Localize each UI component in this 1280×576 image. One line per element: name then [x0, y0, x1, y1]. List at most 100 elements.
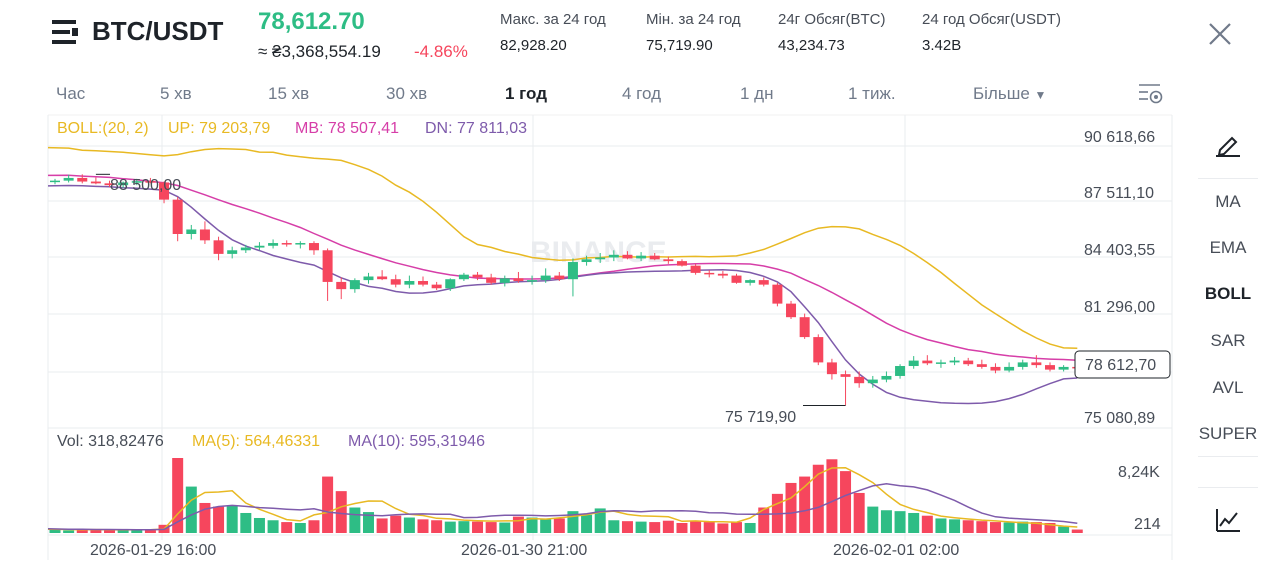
- candle-body: [908, 360, 919, 367]
- candle-body: [704, 272, 715, 275]
- volume-bar: [608, 520, 620, 533]
- candle-body: [77, 177, 88, 182]
- series-line-ma5: [47, 466, 1078, 531]
- candle-body: [240, 247, 251, 251]
- stat-volume-usdt-value: 3.42B: [922, 37, 962, 54]
- volume-bar: [567, 511, 579, 533]
- candle-body: [458, 274, 469, 280]
- last-price-marker: [1074, 350, 1171, 379]
- indicator-boll[interactable]: BOLL: [1204, 284, 1252, 303]
- tab-time[interactable]: Час: [56, 84, 86, 103]
- indicator-sar[interactable]: SAR: [1210, 331, 1246, 350]
- candle-body: [186, 229, 197, 234]
- close-icon[interactable]: [1206, 20, 1234, 48]
- boll-legend-dn: DN: 77 811,03: [425, 120, 527, 137]
- volume-bar: [894, 511, 906, 533]
- price-chart[interactable]: BINANCE BOLL:(20, 2) UP: 79 203,79 MB: 7…: [0, 0, 1180, 576]
- volume-bar: [499, 522, 511, 533]
- volume-bar: [581, 514, 593, 533]
- indicator-super[interactable]: SUPER: [1198, 424, 1258, 443]
- volume-bar: [526, 517, 538, 533]
- time-axis-tick: 2026-01-29 16:00: [90, 542, 216, 559]
- candle-body: [540, 275, 551, 281]
- stat-high-label: Макс. за 24 год: [500, 11, 606, 28]
- candle-body: [949, 360, 960, 363]
- volume-bar: [444, 521, 456, 533]
- candle-body: [622, 254, 633, 259]
- volume-legend-ma10: MA(10): 595,31946: [348, 433, 485, 450]
- candle-body: [745, 280, 756, 283]
- low-annotation-label: 75 719,90: [725, 409, 796, 426]
- tab-4h[interactable]: 4 год: [622, 84, 662, 103]
- candle-body: [867, 379, 878, 384]
- candle-body: [690, 265, 701, 273]
- indicator-ema[interactable]: EMA: [1209, 238, 1247, 257]
- volume-bar: [799, 476, 811, 533]
- volume-bar: [1003, 522, 1015, 533]
- volume-bar: [1058, 526, 1070, 533]
- candle-body: [922, 360, 933, 364]
- candle-body: [1058, 366, 1069, 370]
- candle-body: [63, 177, 74, 181]
- candle-body: [199, 229, 210, 241]
- tab-15m[interactable]: 15 хв: [268, 84, 310, 103]
- candle-body: [363, 276, 374, 281]
- candle-body: [554, 275, 565, 280]
- volume-bar: [717, 523, 729, 533]
- menu-logo-icon[interactable]: [52, 18, 80, 46]
- indicator-avl[interactable]: AVL: [1212, 378, 1244, 397]
- time-axis-tick: 2026-01-30 21:00: [461, 542, 587, 559]
- candle-body: [227, 250, 238, 254]
- stat-low-label: Мін. за 24 год: [646, 11, 741, 28]
- stat-volume-btc-value: 43,234.73: [778, 37, 845, 54]
- trading-pair-title[interactable]: BTC/USDT: [92, 16, 224, 46]
- candle-body: [322, 250, 333, 282]
- price-axis-tick: 87 511,10: [1084, 185, 1154, 202]
- boll-legend-name: BOLL:(20, 2): [57, 120, 149, 137]
- candle-body: [336, 281, 347, 290]
- volume-bar: [949, 519, 961, 533]
- tab-30m[interactable]: 30 хв: [386, 84, 428, 103]
- tab-1d[interactable]: 1 дн: [740, 84, 774, 103]
- indicator-chart-icon[interactable]: [1214, 506, 1242, 534]
- tab-1w[interactable]: 1 тиж.: [848, 84, 896, 103]
- price-axis-tick: 75 080,89: [1084, 410, 1155, 427]
- candle-body: [567, 262, 578, 280]
- draw-pencil-icon[interactable]: [1214, 130, 1242, 158]
- volume-bar: [649, 522, 661, 533]
- volume-bar: [1030, 522, 1042, 533]
- candle-body: [1004, 366, 1015, 371]
- sidebar-divider: [1198, 456, 1258, 457]
- volume-bar: [921, 515, 933, 533]
- stat-high-value: 82,928.20: [500, 37, 567, 54]
- candle-body: [595, 257, 606, 260]
- boll-lines: [47, 146, 1078, 405]
- candle-body: [676, 261, 687, 266]
- volume-legend-vol: Vol: 318,82476: [57, 433, 164, 450]
- volume-bar: [376, 518, 388, 533]
- tab-1h[interactable]: 1 год: [505, 84, 547, 103]
- indicator-ma[interactable]: MA: [1215, 192, 1241, 211]
- boll-legend-up: UP: 79 203,79: [168, 120, 270, 137]
- candle-body: [1044, 365, 1055, 370]
- tab-5m[interactable]: 5 хв: [160, 84, 192, 103]
- volume-bar: [853, 492, 865, 533]
- volume-bar: [185, 486, 197, 533]
- volume-bar: [758, 507, 770, 533]
- time-axis-tick: 2026-02-01 02:00: [833, 542, 959, 559]
- candle-body: [731, 275, 742, 283]
- volume-bar: [322, 476, 334, 533]
- candle-body: [663, 259, 674, 262]
- tab-more[interactable]: Більше ▼: [973, 84, 1046, 104]
- candle-body: [172, 199, 183, 234]
- watermark-logo: BINANCE: [530, 236, 667, 269]
- volume-bar: [403, 517, 415, 533]
- price-axis-tick: 81 296,00: [1084, 299, 1155, 316]
- candle-body: [527, 280, 538, 282]
- volume-bar: [76, 529, 88, 533]
- candle-body: [636, 255, 647, 259]
- volume-bar: [935, 518, 947, 533]
- chart-settings-icon[interactable]: [1138, 82, 1164, 106]
- candle-body: [431, 284, 442, 289]
- volume-bar: [144, 529, 156, 533]
